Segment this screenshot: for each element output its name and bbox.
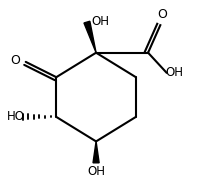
Text: OH: OH [91,15,109,28]
Text: O: O [10,54,20,67]
Text: O: O [157,8,167,21]
Text: OH: OH [166,66,184,79]
Text: HO: HO [7,110,25,123]
Polygon shape [84,21,96,53]
Text: OH: OH [87,165,105,178]
Polygon shape [93,141,99,163]
